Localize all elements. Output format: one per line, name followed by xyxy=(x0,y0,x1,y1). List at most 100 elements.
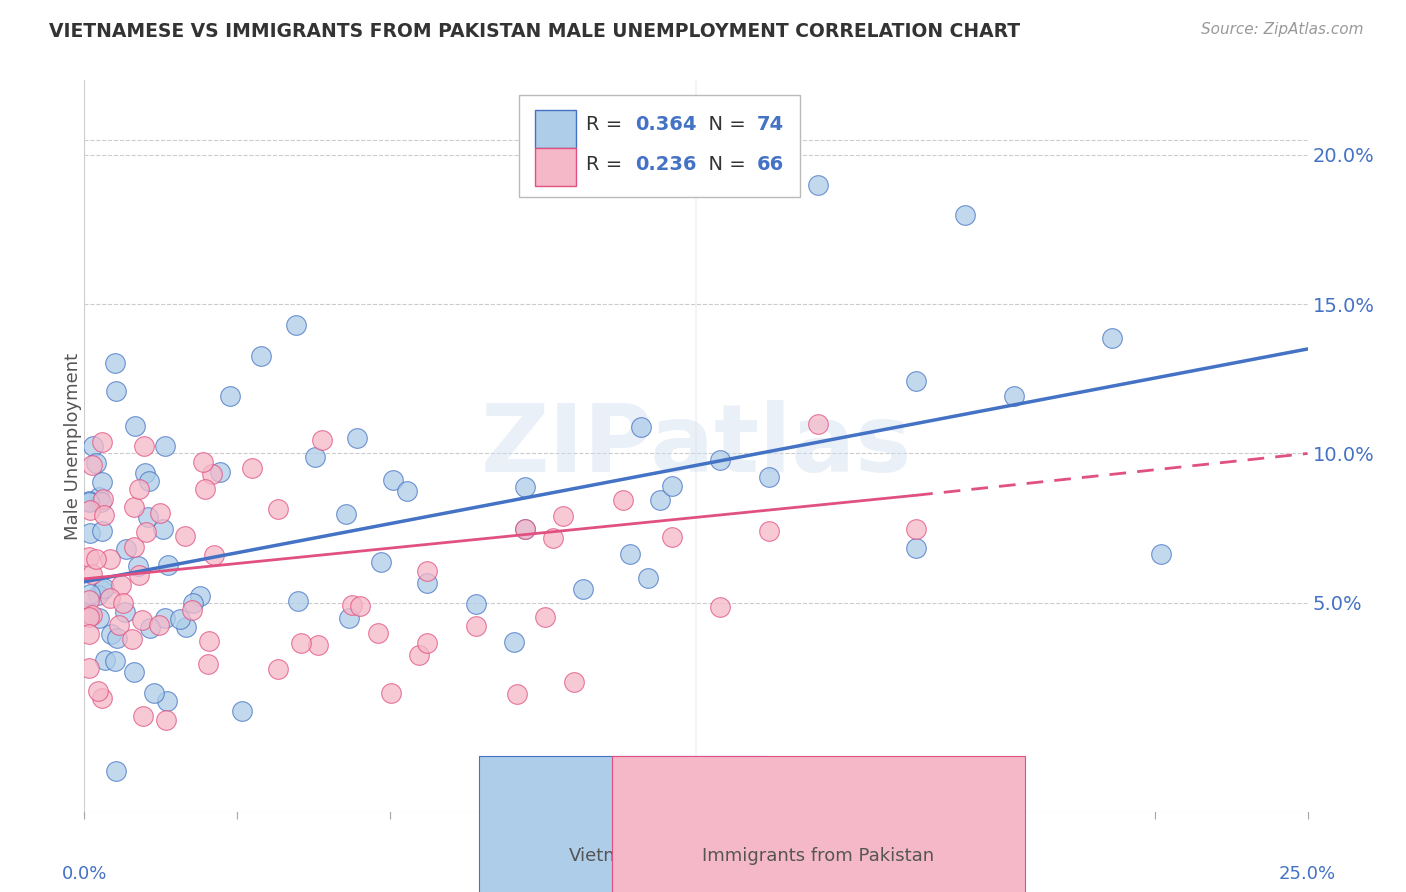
Point xyxy=(231,704,253,718)
Point xyxy=(335,507,357,521)
Point xyxy=(91,524,114,539)
Text: VIETNAMESE VS IMMIGRANTS FROM PAKISTAN MALE UNEMPLOYMENT CORRELATION CHART: VIETNAMESE VS IMMIGRANTS FROM PAKISTAN M… xyxy=(49,22,1021,41)
Point xyxy=(503,635,526,649)
Text: R =: R = xyxy=(586,155,628,174)
Point xyxy=(758,470,780,484)
Point xyxy=(290,635,312,649)
Point xyxy=(131,614,153,628)
Point xyxy=(79,526,101,541)
Point xyxy=(416,564,439,578)
Point xyxy=(93,582,115,596)
Point xyxy=(181,596,204,610)
Point xyxy=(370,555,392,569)
Text: Source: ZipAtlas.com: Source: ZipAtlas.com xyxy=(1201,22,1364,37)
Point xyxy=(155,713,177,727)
FancyBboxPatch shape xyxy=(519,95,800,197)
Point xyxy=(105,632,128,646)
Point xyxy=(86,588,108,602)
Point xyxy=(630,419,652,434)
Point xyxy=(311,433,333,447)
Point xyxy=(513,522,536,536)
Point xyxy=(132,439,155,453)
Point xyxy=(77,607,100,621)
Point xyxy=(135,524,157,539)
Point xyxy=(84,456,107,470)
Point xyxy=(105,764,128,779)
Point xyxy=(112,597,135,611)
Point xyxy=(84,552,107,566)
Text: R =: R = xyxy=(586,115,628,134)
Point xyxy=(80,607,103,622)
Point xyxy=(174,528,197,542)
Point xyxy=(416,576,439,591)
Point xyxy=(346,431,368,445)
Point xyxy=(124,500,146,515)
Point xyxy=(396,483,419,498)
Point xyxy=(152,522,174,536)
Point xyxy=(709,600,731,615)
Point xyxy=(156,558,179,572)
Point xyxy=(612,492,634,507)
Point xyxy=(138,474,160,488)
Point xyxy=(149,506,172,520)
Point xyxy=(287,594,309,608)
Point xyxy=(91,475,114,489)
Text: 66: 66 xyxy=(758,155,785,174)
Point xyxy=(464,597,486,611)
Point xyxy=(122,540,145,554)
Text: 0.236: 0.236 xyxy=(636,155,696,174)
Point xyxy=(127,559,149,574)
Point xyxy=(100,626,122,640)
Text: N =: N = xyxy=(696,155,752,174)
Point xyxy=(513,522,536,536)
Point xyxy=(905,374,928,388)
Point xyxy=(80,566,103,581)
Text: 74: 74 xyxy=(758,115,785,134)
Point xyxy=(191,455,214,469)
Point xyxy=(89,611,111,625)
Point xyxy=(77,609,100,624)
Text: Immigrants from Pakistan: Immigrants from Pakistan xyxy=(702,847,935,864)
Point xyxy=(619,547,641,561)
Point xyxy=(380,686,402,700)
Point xyxy=(91,583,114,598)
Point xyxy=(91,492,114,507)
Point xyxy=(122,665,145,680)
Point xyxy=(89,490,111,504)
Point xyxy=(533,609,555,624)
Point xyxy=(661,530,683,544)
Point xyxy=(136,509,159,524)
Point xyxy=(572,582,595,596)
Point xyxy=(132,709,155,723)
Point xyxy=(201,467,224,481)
Point xyxy=(250,349,273,363)
Point xyxy=(219,389,242,403)
Point xyxy=(197,657,219,671)
Point xyxy=(1101,331,1123,345)
Y-axis label: Male Unemployment: Male Unemployment xyxy=(65,352,82,540)
Point xyxy=(108,618,131,632)
Point xyxy=(367,625,389,640)
Point xyxy=(197,633,219,648)
Point xyxy=(80,458,103,472)
Point xyxy=(77,627,100,641)
Point xyxy=(114,605,136,619)
Point xyxy=(134,467,156,481)
FancyBboxPatch shape xyxy=(534,148,576,186)
Point xyxy=(156,693,179,707)
Point xyxy=(124,419,146,434)
Point xyxy=(339,611,361,625)
Point xyxy=(304,450,326,464)
Point xyxy=(408,648,430,663)
Point xyxy=(94,653,117,667)
Point xyxy=(104,356,127,370)
Point xyxy=(953,208,976,222)
Point xyxy=(104,654,127,668)
Point xyxy=(208,465,231,479)
Point xyxy=(416,636,439,650)
Point xyxy=(77,661,100,675)
Point xyxy=(637,570,659,584)
Point xyxy=(181,603,204,617)
Point xyxy=(155,439,177,453)
Point xyxy=(905,522,928,536)
